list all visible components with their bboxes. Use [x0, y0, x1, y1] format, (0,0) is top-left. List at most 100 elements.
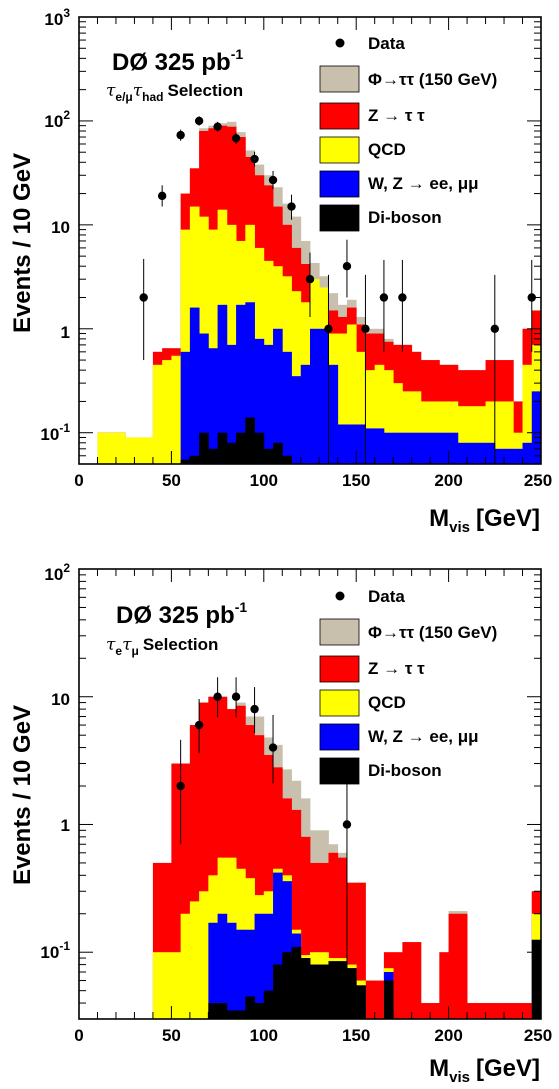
legend-label-wz: W, Z → ee, μμ — [368, 174, 479, 193]
histogram-bar-z — [504, 1003, 514, 1019]
histogram-bar-di-boson — [282, 455, 292, 464]
histogram-bar-z — [402, 942, 413, 1019]
legend-swatch-signal — [319, 618, 360, 646]
data-point — [176, 129, 185, 141]
histogram-bar-w-z-ee — [245, 302, 255, 464]
y-tick-label: 1 — [61, 323, 70, 342]
histogram-bar-w-z-ee — [180, 351, 191, 464]
histogram-bar-w-z-ee — [337, 424, 348, 464]
legend-marker-data — [335, 38, 345, 48]
x-tick-label: 250 — [524, 1026, 552, 1045]
histogram-bar-z — [300, 836, 311, 1019]
histogram-bar-w-z-ee — [448, 432, 459, 464]
y-axis-ticklabels-top: 10-1 1 10 102 103 — [40, 6, 70, 444]
legend-swatch-wz — [319, 723, 360, 751]
histogram-bar-z — [199, 702, 209, 1019]
chart-panel-bottom: 0 50 100 150 200 250 10-1 1 10 102 Event… — [9, 561, 552, 1086]
histogram-bar-z — [328, 852, 339, 1019]
data-points-bottom — [176, 677, 352, 1019]
histogram-bar-qcd — [115, 432, 126, 464]
histogram-bar-z — [310, 862, 320, 1019]
x-axis-title-top: Mvis [GeV] — [429, 505, 540, 536]
histogram-bar-w-z-ee — [263, 344, 274, 464]
histogram-bar-di-boson — [263, 990, 274, 1019]
data-point — [213, 121, 222, 132]
histogram-bar-qcd — [346, 324, 357, 464]
histogram-bar-di-boson — [310, 964, 320, 1019]
histogram-bar-z — [374, 980, 385, 1019]
data-point — [250, 687, 259, 734]
y-tick-label: 10-1 — [40, 421, 70, 444]
histogram-bar-z — [365, 980, 376, 1019]
histogram-bar-w-z-ee — [300, 364, 311, 464]
histogram-bar-w-z-ee — [439, 432, 449, 464]
histogram-bar-z — [263, 754, 274, 1019]
legend-label-signal: Φ→ττ (150 GeV) — [368, 623, 497, 642]
histogram-bar-w-z-ee — [522, 442, 533, 464]
histogram-bar-qcd — [171, 355, 182, 464]
histogram-bar-z — [337, 857, 348, 1019]
histogram-bar-z — [346, 882, 357, 1019]
histogram-bar-di-boson — [245, 417, 255, 464]
legend-label-wz: W, Z → ee, μμ — [368, 727, 479, 746]
histogram-bar-w-z-ee — [531, 391, 542, 464]
histogram-bar-di-boson — [337, 961, 348, 1019]
y-tick-label: 102 — [44, 561, 70, 584]
y-tick-label: 10 — [51, 218, 70, 237]
histogram-bar-di-boson — [328, 961, 339, 1019]
histogram-bar-z — [439, 952, 449, 1019]
histogram-bar-qcd — [189, 901, 200, 1019]
histogram-bar-w-z-ee — [402, 432, 413, 464]
histogram-bar-z — [319, 862, 329, 1019]
data-point — [194, 116, 204, 126]
x-tick-label: 200 — [434, 1026, 462, 1045]
histogram-bar-qcd — [162, 360, 172, 464]
histogram-bar-w-z-ee — [208, 348, 218, 464]
histogram-bar-w-z-ee — [245, 929, 255, 1019]
histogram-bar-di-boson — [208, 1003, 218, 1019]
y-tick-label: 102 — [44, 108, 70, 131]
histogram-bar-w-z-ee — [457, 442, 468, 464]
histogram-bar-qcd — [152, 364, 163, 464]
legend-bottom: Data Φ→ττ (150 GeV) Z → τ τ QCD W, Z → e… — [319, 587, 497, 785]
histogram-bar-z — [420, 1003, 431, 1019]
y-tick-label: 103 — [44, 6, 70, 29]
histogram-bar-qcd — [485, 401, 496, 464]
histogram-bar-qcd — [180, 229, 191, 464]
selection-label-top: τe/μτhad Selection — [106, 81, 243, 104]
data-point — [231, 677, 241, 718]
histogram-bar-di-boson — [300, 958, 311, 1019]
histogram-bar-qcd — [356, 351, 366, 464]
histogram-bar-qcd — [365, 370, 376, 464]
histogram-bar-di-boson — [254, 1003, 265, 1019]
histogram-bar-di-boson — [226, 442, 237, 464]
y-tick-label: 10-1 — [40, 939, 70, 962]
histogram-bar-z — [356, 882, 366, 1019]
histogram-bar-di-boson — [291, 946, 302, 1019]
histogram-bar-di-boson — [236, 432, 246, 464]
plot-frame-bottom — [78, 568, 542, 1020]
histogram-bar-w-z-ee — [226, 922, 237, 1019]
histogram-bar-z — [171, 763, 182, 1019]
x-tick-label: 200 — [434, 471, 462, 490]
histogram-bar-w-z-ee — [476, 442, 486, 464]
stacked-histogram-top — [97, 121, 542, 465]
histogram-bar-w-z-ee — [254, 338, 265, 464]
histogram-bar-qcd — [97, 432, 108, 464]
histogram-bar-di-boson — [346, 968, 357, 1019]
legend-swatch-ztautau — [319, 655, 360, 683]
histogram-bar-di-boson — [319, 964, 329, 1019]
histogram-bar-di-boson — [226, 1010, 237, 1019]
histogram-bar-w-z-ee — [226, 344, 237, 464]
histogram-bar-z — [476, 1003, 486, 1019]
histogram-bar-w-z-ee — [420, 432, 431, 464]
histogram-bar-qcd — [171, 952, 182, 1019]
data-point — [231, 132, 241, 144]
y-axis-title-top: Events / 10 GeV — [9, 153, 36, 333]
histogram-bar-w-z-ee — [346, 424, 357, 464]
histogram-bar-qcd — [208, 229, 218, 464]
data-point — [139, 258, 148, 361]
data-point — [268, 170, 278, 190]
histogram-bar-w-z-ee — [282, 351, 292, 464]
